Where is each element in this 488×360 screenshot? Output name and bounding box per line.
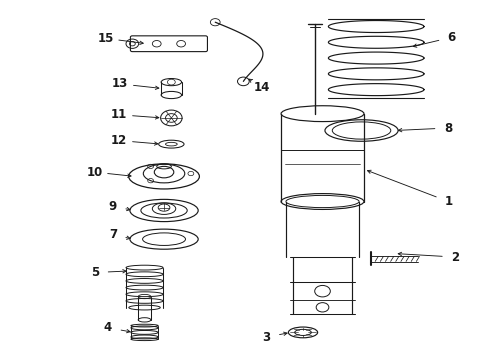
- Text: 7: 7: [108, 228, 117, 241]
- Text: 14: 14: [253, 81, 269, 94]
- Text: 10: 10: [86, 166, 102, 179]
- Text: 11: 11: [111, 108, 127, 121]
- Text: 12: 12: [111, 134, 127, 147]
- Text: 5: 5: [90, 266, 99, 279]
- Text: 1: 1: [444, 195, 451, 208]
- Text: 2: 2: [450, 251, 459, 264]
- Text: 8: 8: [443, 122, 451, 135]
- Text: 4: 4: [103, 321, 112, 334]
- Text: 15: 15: [97, 32, 114, 45]
- Text: 3: 3: [262, 330, 270, 343]
- Text: 13: 13: [112, 77, 128, 90]
- Text: 6: 6: [447, 31, 455, 44]
- Text: 9: 9: [108, 200, 117, 213]
